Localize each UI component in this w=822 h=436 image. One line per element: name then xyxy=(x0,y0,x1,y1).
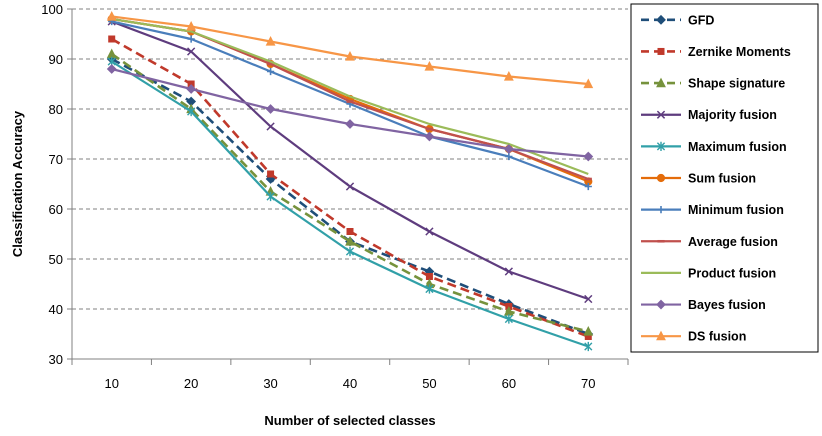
y-tick-label: 100 xyxy=(41,2,63,17)
series-shape-signature xyxy=(106,48,594,336)
data-point xyxy=(424,131,435,142)
x-tick-label: 20 xyxy=(184,376,198,391)
legend-marker xyxy=(656,14,666,25)
legend-label: Zernike Moments xyxy=(688,45,791,59)
data-point xyxy=(583,78,594,89)
legend-item: Product fusion xyxy=(641,266,776,280)
data-point xyxy=(266,122,275,131)
x-axis-title: Number of selected classes xyxy=(264,413,435,428)
data-point xyxy=(108,35,116,43)
data-point xyxy=(425,227,434,236)
data-point xyxy=(266,67,275,76)
legend-label: DS fusion xyxy=(688,330,746,344)
legend-item: GFD xyxy=(641,13,714,27)
legend-item: Zernike Moments xyxy=(641,45,791,59)
x-tick-label: 10 xyxy=(104,376,118,391)
data-point xyxy=(345,236,355,246)
data-point xyxy=(345,51,355,61)
y-tick-label: 70 xyxy=(49,152,63,167)
legend-label: Majority fusion xyxy=(688,108,777,122)
data-point xyxy=(106,48,117,59)
data-point xyxy=(345,119,355,129)
legend-label: GFD xyxy=(688,13,714,27)
legend-marker xyxy=(656,299,666,310)
y-axis-title: Classification Accuracy xyxy=(10,110,25,257)
x-tick-label: 40 xyxy=(343,376,357,391)
data-point xyxy=(267,170,275,178)
data-point xyxy=(504,314,513,324)
data-point xyxy=(266,191,275,202)
y-tick-label: 90 xyxy=(49,52,63,67)
legend-item: Minimum fusion xyxy=(641,203,784,217)
series-maximum-fusion xyxy=(107,56,593,352)
data-point xyxy=(584,294,593,304)
legend-item: DS fusion xyxy=(641,330,746,344)
legend-label: Minimum fusion xyxy=(688,203,784,217)
data-point xyxy=(583,151,594,162)
legend-item: Majority fusion xyxy=(641,108,777,122)
y-tick-label: 80 xyxy=(49,102,63,117)
data-point xyxy=(187,35,195,43)
series-line xyxy=(111,17,589,176)
data-point xyxy=(345,246,355,257)
x-tick-labels: 10 20 30 40 50 60 70 xyxy=(104,376,595,391)
data-point xyxy=(425,284,434,294)
data-point xyxy=(346,228,354,235)
legend-marker xyxy=(656,173,666,183)
data-point xyxy=(504,267,513,276)
legend-item: Bayes fusion xyxy=(641,298,766,312)
y-tick-label: 50 xyxy=(49,252,63,267)
series-lines xyxy=(106,11,594,352)
legend-label: Sum fusion xyxy=(688,172,756,186)
legend-marker xyxy=(657,47,665,55)
y-tick-label: 30 xyxy=(49,352,63,367)
data-point xyxy=(265,104,276,114)
legend-label: Bayes fusion xyxy=(688,298,766,312)
legend-item: Maximum fusion xyxy=(641,140,787,154)
data-point xyxy=(505,152,513,161)
data-point xyxy=(106,64,117,74)
series-majority-fusion xyxy=(107,17,593,304)
data-point xyxy=(187,106,196,117)
legend-label: Product fusion xyxy=(688,266,776,280)
legend-marker xyxy=(656,141,666,151)
x-tick-label: 70 xyxy=(581,376,595,391)
data-point xyxy=(503,71,514,81)
data-point xyxy=(584,341,593,352)
x-tick-label: 60 xyxy=(502,376,516,391)
series-ds-fusion xyxy=(106,11,594,89)
series-line xyxy=(111,15,589,86)
x-tick-label: 30 xyxy=(263,376,277,391)
x-tick-label: 50 xyxy=(422,376,436,391)
y-tick-label: 60 xyxy=(49,202,63,217)
data-point xyxy=(187,47,196,56)
y-tick-label: 40 xyxy=(49,302,63,317)
axes xyxy=(67,8,629,365)
data-point xyxy=(503,144,514,154)
data-point xyxy=(186,21,197,31)
data-point xyxy=(583,326,594,336)
legend-marker xyxy=(656,77,666,88)
legend-marker xyxy=(656,110,666,119)
data-point xyxy=(265,36,276,46)
series-bayes-fusion xyxy=(106,64,594,162)
legend-marker xyxy=(656,330,666,341)
legend-item: Average fusion xyxy=(641,235,778,249)
y-tick-labels: 30 40 50 60 70 80 90 100 xyxy=(41,2,63,367)
data-point xyxy=(186,84,197,94)
legend-label: Average fusion xyxy=(688,235,778,249)
data-point xyxy=(106,11,117,21)
legend-item: Sum fusion xyxy=(641,172,756,186)
data-point xyxy=(584,182,592,191)
data-point xyxy=(424,61,435,71)
series-line xyxy=(111,67,589,158)
series-product-fusion xyxy=(111,17,589,176)
legend-marker xyxy=(657,206,665,214)
data-point xyxy=(345,182,355,191)
legend: GFD Zernike Moments Shape signature Majorit… xyxy=(630,3,819,353)
legend-label: Maximum fusion xyxy=(688,140,787,154)
legend-item: Shape signature xyxy=(641,77,785,91)
legend-label: Shape signature xyxy=(688,77,785,91)
